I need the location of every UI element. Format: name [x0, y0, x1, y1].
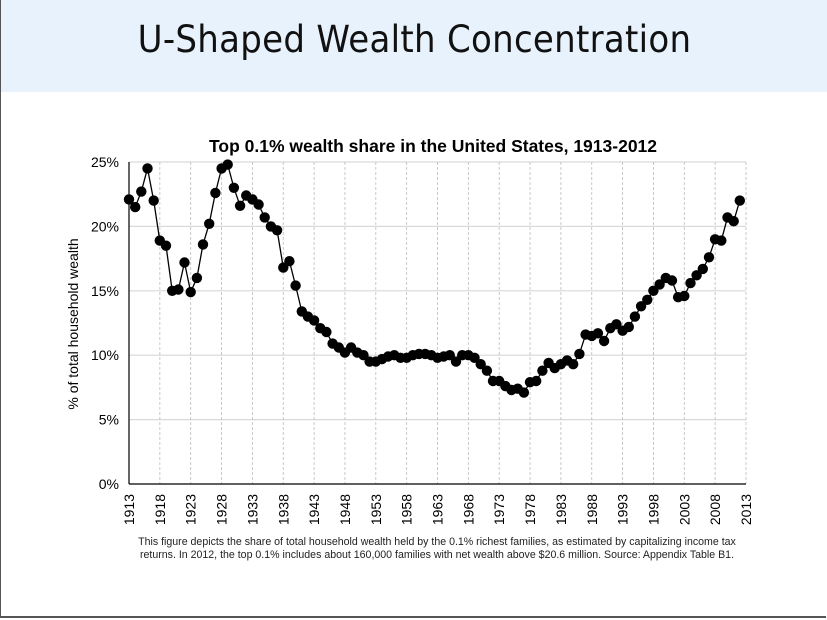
data-point — [210, 187, 221, 199]
data-point — [598, 335, 610, 347]
caption-line-1: This figure depicts the share of total h… — [138, 536, 736, 548]
chart-axes — [128, 162, 746, 485]
y-tick-label: 10% — [91, 347, 119, 363]
data-point — [518, 387, 530, 398]
x-tick-label: 1948 — [337, 494, 353, 525]
y-tick-label: 0% — [99, 476, 119, 492]
x-tick-label: 1923 — [183, 494, 199, 525]
x-tick-label: 1938 — [275, 494, 291, 525]
data-point — [691, 270, 702, 281]
x-tick-label: 1933 — [244, 494, 260, 525]
x-tick-label: 2008 — [707, 494, 723, 525]
data-point — [697, 263, 708, 275]
data-point — [666, 275, 678, 286]
data-point — [450, 356, 462, 367]
x-tick-label: 1963 — [430, 494, 446, 525]
data-point — [228, 182, 240, 193]
x-tick-labels: 1913 1918 1923 1928 1933 1938 1943 1948 1953 1958… — [121, 494, 754, 525]
data-point — [685, 277, 696, 289]
data-point — [642, 294, 653, 305]
data-point — [173, 284, 184, 295]
data-point — [623, 321, 634, 333]
data-point — [142, 163, 153, 174]
data-point — [629, 311, 641, 322]
y-tick-labels: 0% 5% 10% 15% 20% 25% — [91, 154, 119, 492]
x-tick-label: 2003 — [676, 494, 692, 525]
data-point — [271, 225, 283, 236]
x-tick-label: 1978 — [522, 494, 538, 525]
x-tick-label: 1988 — [584, 494, 600, 525]
data-point — [321, 326, 332, 338]
data-point — [185, 286, 196, 298]
slide-title: U-Shaped Wealth Concentration — [137, 18, 692, 61]
x-tick-label: 1913 — [121, 494, 137, 525]
data-point — [130, 201, 141, 213]
y-tick-label: 20% — [91, 218, 119, 234]
figure-caption: This figure depicts the share of total h… — [102, 536, 772, 562]
data-point — [290, 280, 301, 291]
x-tick-label: 1993 — [615, 494, 631, 525]
x-tick-label: 1968 — [460, 494, 476, 525]
data-point — [469, 352, 480, 363]
data-point — [481, 365, 493, 376]
x-tick-label: 1983 — [553, 494, 569, 525]
data-point — [728, 216, 739, 227]
data-point — [716, 235, 727, 246]
data-point — [234, 200, 246, 211]
y-axis-label: % of total household wealth — [65, 238, 81, 409]
x-tick-label: 1958 — [399, 494, 415, 525]
data-point — [475, 359, 486, 370]
data-point — [611, 319, 622, 330]
caption-line-2: returns. In 2012, the top 0.1% includes … — [139, 549, 735, 561]
data-point — [123, 194, 135, 205]
data-point — [222, 159, 233, 170]
data-point — [679, 290, 690, 302]
data-point — [648, 285, 659, 296]
y-tick-label: 25% — [91, 154, 119, 170]
x-tick-label: 1953 — [368, 494, 384, 525]
data-point — [703, 252, 715, 263]
series-points — [123, 159, 745, 398]
x-tick-label: 1998 — [645, 494, 661, 525]
data-point — [444, 350, 455, 361]
x-tick-label: 1973 — [491, 494, 507, 525]
y-tick-label: 5% — [99, 412, 119, 428]
data-point — [734, 195, 745, 206]
data-point — [160, 240, 172, 251]
slide-header: U-Shaped Wealth Concentration — [1, 0, 827, 92]
data-point — [308, 315, 320, 326]
chart-title: Top 0.1% wealth share in the United Stat… — [209, 136, 657, 156]
data-point — [531, 375, 542, 387]
chart-grid — [129, 161, 747, 484]
data-point — [148, 195, 159, 206]
data-point — [204, 218, 215, 229]
data-point — [574, 348, 585, 360]
data-point — [568, 359, 579, 370]
data-point — [191, 272, 203, 284]
x-tick-label: 1918 — [152, 494, 168, 525]
data-point — [592, 328, 604, 339]
data-point — [259, 212, 270, 223]
x-tick-label: 1943 — [306, 494, 322, 525]
data-point — [284, 256, 295, 267]
x-tick-label: 2013 — [738, 494, 754, 525]
x-tick-label: 1928 — [214, 494, 230, 525]
y-tick-label: 15% — [91, 283, 119, 299]
data-point — [179, 257, 190, 268]
data-point — [635, 301, 647, 312]
data-point — [537, 365, 548, 376]
data-point — [197, 239, 209, 250]
data-point — [253, 199, 264, 210]
data-point — [654, 279, 665, 290]
data-point — [136, 186, 147, 197]
